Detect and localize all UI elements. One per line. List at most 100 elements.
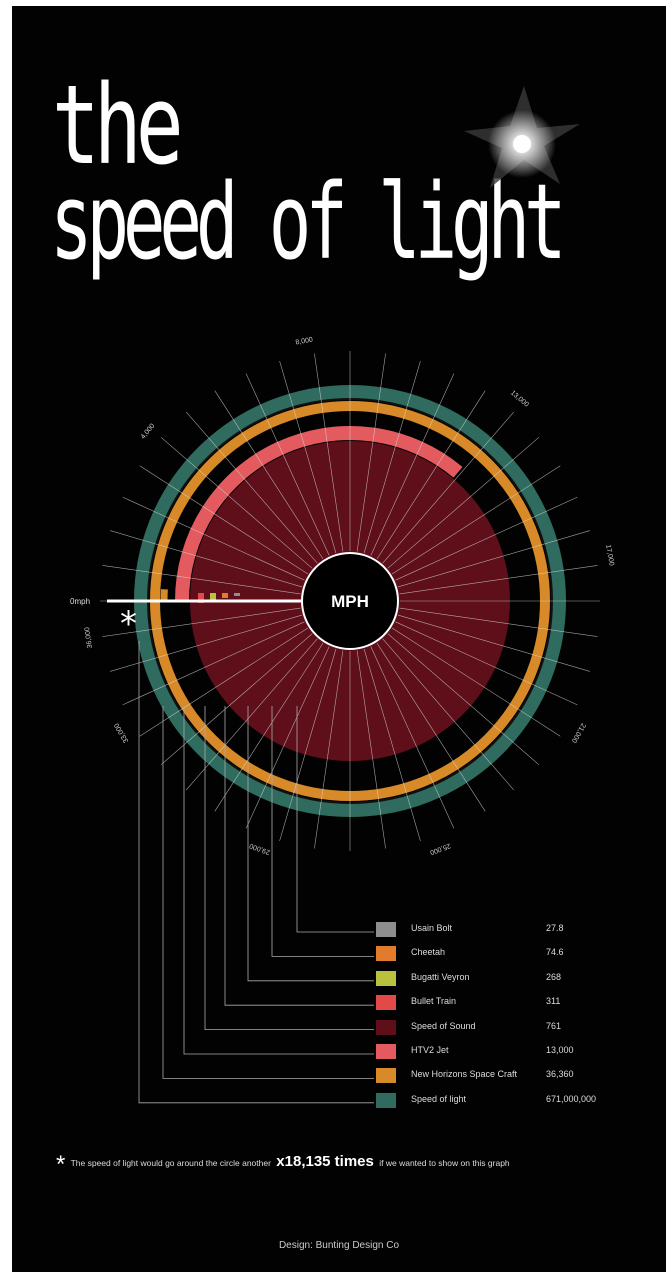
- legend-item: HTV2 Jet 13,000: [376, 1042, 636, 1062]
- legend-value: 268: [546, 971, 562, 982]
- leader-line: [183, 706, 374, 1055]
- legend-value: 27.8: [546, 923, 564, 933]
- legend-swatch: [376, 1092, 396, 1108]
- legend-swatch: [376, 995, 396, 1011]
- center-label: MPH: [331, 592, 369, 611]
- legend-label: Usain Bolt: [411, 923, 453, 933]
- tick-label: 13,000: [509, 390, 530, 409]
- legend-item: Speed of Sound 761: [376, 1018, 636, 1038]
- legend-item: Speed of light 671,000,000: [376, 1091, 636, 1111]
- title-line-2: speed of light: [50, 161, 567, 283]
- gridline: [279, 648, 337, 841]
- bar-usain-bolt: [234, 593, 240, 596]
- legend-label: Bullet Train: [411, 996, 457, 1007]
- asterisk-marker: *: [120, 604, 137, 644]
- tick-label: 33,000: [113, 722, 130, 744]
- gridline: [397, 530, 590, 588]
- gridline: [245, 373, 330, 556]
- footnote: * The speed of light would go around the…: [56, 1151, 656, 1179]
- legend-swatch: [376, 922, 396, 937]
- gridline: [186, 638, 318, 791]
- legend-label: Speed of light: [411, 1093, 467, 1104]
- legend-value: 74.6: [546, 947, 564, 958]
- legend-item: Cheetah 74.6: [376, 944, 636, 964]
- gridline: [370, 373, 455, 556]
- leader-line: [224, 706, 374, 1006]
- gridline: [160, 437, 313, 569]
- footnote-emphasis: x18,135 times: [276, 1153, 374, 1170]
- gridline: [391, 465, 561, 575]
- leader-line: [162, 706, 374, 1079]
- gridline: [102, 607, 301, 637]
- gridline: [102, 565, 301, 595]
- legend-label: Speed of Sound: [411, 1020, 476, 1031]
- footnote-text-before: The speed of light would go around the c…: [70, 1158, 271, 1168]
- gridline: [214, 642, 324, 812]
- gridline: [186, 411, 318, 564]
- title-line-1: the: [52, 61, 184, 189]
- legend-swatch: [376, 1068, 396, 1084]
- credit: Design: Bunting Design Co: [278, 1240, 400, 1251]
- legend-swatch: [376, 1019, 396, 1035]
- legend-value: 311: [546, 996, 561, 1007]
- tick-label: 17,000: [604, 544, 615, 566]
- gridline: [387, 437, 540, 569]
- star-flare-icon: [464, 86, 580, 188]
- gridline: [110, 530, 303, 588]
- gridline: [122, 621, 305, 706]
- legend-label: Bugatti Veyron: [411, 971, 470, 982]
- poster: the speed of light MPH 0mph * 4,000 8,000 13,…: [12, 6, 666, 1272]
- leader-line: [138, 641, 374, 1104]
- gridline: [363, 361, 421, 554]
- legend-value: 671,000,000: [546, 1093, 597, 1104]
- footnote-text-after: if we wanted to show on this graph: [379, 1158, 510, 1168]
- gridline: [382, 638, 514, 791]
- tick-label: 21,000: [570, 722, 587, 744]
- legend-swatch: [376, 970, 396, 986]
- leader-line: [296, 706, 374, 933]
- gridline: [395, 621, 578, 706]
- legend-item: Usain Bolt 27.8: [376, 920, 636, 940]
- gridline: [399, 607, 598, 637]
- legend-item: Bugatti Veyron 268: [376, 969, 636, 989]
- tick-label: 29,000: [249, 842, 272, 856]
- legend-value: 761: [546, 1020, 562, 1031]
- gridline: [139, 627, 309, 737]
- tick-label: 25,000: [429, 842, 452, 856]
- gridline: [314, 353, 344, 552]
- leader-line: [204, 706, 374, 1030]
- gridline: [370, 646, 455, 829]
- gridline: [245, 646, 330, 829]
- gridline: [376, 390, 486, 560]
- legend-label: New Horizons Space Craft: [411, 1069, 518, 1080]
- bar-cheetah: [222, 593, 228, 598]
- zero-label: 0mph: [70, 597, 90, 606]
- bar-bullet-train: [198, 593, 204, 603]
- gridline: [382, 411, 514, 564]
- legend-swatch: [376, 946, 396, 962]
- gridline: [279, 361, 337, 554]
- leader-line: [271, 706, 374, 957]
- bar-htv2-jet: [175, 425, 463, 602]
- tick-label: 36,000: [84, 627, 94, 649]
- gridline: [160, 633, 313, 765]
- gridline: [391, 627, 561, 737]
- gridline: [397, 614, 590, 672]
- gridline: [214, 390, 324, 560]
- gridline: [376, 642, 486, 812]
- leader-line: [247, 706, 374, 982]
- radial-chart: MPH 0mph * 4,000 8,000 13,000 17,000 21,000 25,0…: [70, 86, 615, 1104]
- legend-value: 13,000: [546, 1045, 574, 1055]
- legend-swatch: [376, 1044, 396, 1059]
- gridline: [139, 465, 309, 575]
- legend-item: New Horizons Space Craft 36,360: [376, 1066, 636, 1086]
- gridline: [122, 496, 305, 581]
- tick-label: 8,000: [295, 337, 314, 347]
- gridline: [395, 496, 578, 581]
- gridline: [387, 633, 540, 765]
- bar-bugatti-veyron: [210, 593, 216, 602]
- legend-label: Cheetah: [411, 947, 446, 958]
- legend-label: HTV2 Jet: [411, 1045, 449, 1055]
- legend-value: 36,360: [546, 1069, 574, 1080]
- tick-label: 4,000: [140, 423, 157, 441]
